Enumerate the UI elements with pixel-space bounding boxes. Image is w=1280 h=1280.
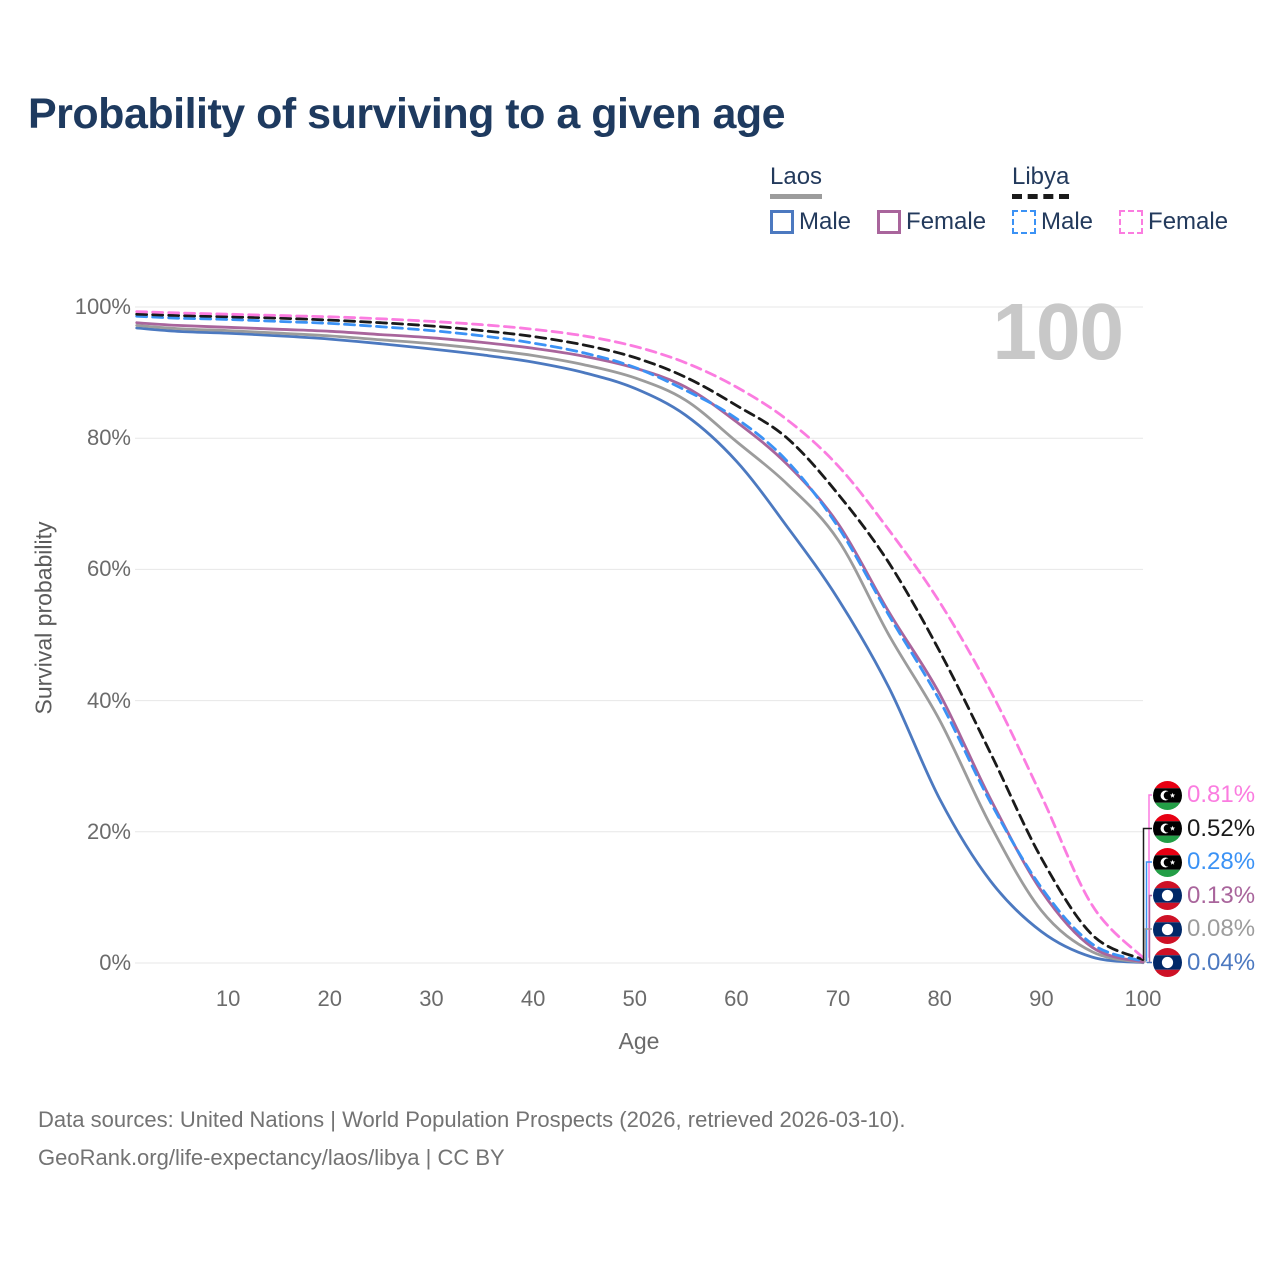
legend-items-laos: Male Female: [770, 208, 986, 236]
endpoint-value: 0.52%: [1187, 814, 1256, 842]
age-watermark: 100: [992, 287, 1124, 376]
footer-attribution: GeoRank.org/life-expectancy/laos/libya |…: [38, 1144, 505, 1170]
y-tick-label: 20%: [86, 818, 131, 844]
gridlines: [135, 306, 1143, 964]
endpoint-label-laos-0.08%[interactable]: 0.08%: [1153, 914, 1255, 944]
legend-group-label-laos[interactable]: Laos: [770, 163, 823, 199]
y-tick-label: 40%: [86, 687, 131, 713]
endpoint-connector: [1148, 894, 1152, 963]
x-tick-label: 100: [1124, 986, 1162, 1011]
legend-item-label: Male: [1041, 208, 1094, 235]
legend-item-libya-male[interactable]: Male: [1012, 208, 1093, 236]
endpoint-value: 0.81%: [1187, 781, 1256, 808]
endpoint-label-laos-0.13%[interactable]: 0.13%: [1153, 881, 1255, 911]
legend-item-laos-male[interactable]: Male: [770, 208, 851, 236]
legend-group-label-libya[interactable]: Libya: [1012, 163, 1070, 199]
legend-group-libya: Libya Male Female: [1012, 163, 1228, 236]
endpoint-value: 0.04%: [1187, 948, 1256, 976]
x-tick-label: 30: [419, 986, 444, 1011]
survival-curves: [135, 310, 1145, 965]
footer-sources: Data sources: United Nations | World Pop…: [38, 1107, 906, 1132]
laos-flag-icon: [1153, 948, 1182, 977]
libya-flag-icon: [1153, 814, 1182, 843]
x-tick-label: 20: [317, 986, 343, 1011]
x-tick-label: 80: [927, 986, 952, 1011]
curve-libya-male: [135, 314, 1145, 963]
x-tick-label: 40: [520, 986, 546, 1011]
x-tick-label: 50: [622, 986, 647, 1011]
legend-item-label: Male: [799, 208, 852, 235]
y-tick-label: 60%: [86, 556, 131, 582]
libya-flag-icon: [1153, 847, 1182, 877]
laos-flag-icon: [1153, 881, 1182, 910]
curve-libya-female: [135, 310, 1145, 960]
legend-swatch-laos-female: [877, 210, 902, 234]
laos-flag-icon: [1153, 914, 1182, 944]
x-tick-label: 90: [1029, 986, 1054, 1011]
legend-item-label: Female: [1148, 208, 1229, 235]
endpoint-connectors: [1142, 794, 1152, 964]
legend-item-label: Female: [906, 208, 987, 235]
endpoint-value: 0.13%: [1187, 881, 1256, 909]
legend-item-libya-female[interactable]: Female: [1119, 208, 1228, 236]
endpoint-label-libya-0.81%[interactable]: 0.81%: [1153, 780, 1255, 810]
libya-flag-icon: [1153, 780, 1182, 810]
y-tick-label: 80%: [86, 425, 131, 451]
legend-items-libya: Male Female: [1012, 208, 1228, 236]
x-tick-label: 70: [825, 986, 851, 1011]
endpoint-label-libya-0.28%[interactable]: 0.28%: [1153, 847, 1255, 877]
y-tick-label: 0%: [99, 950, 131, 975]
curve-laos-male: [135, 326, 1145, 965]
x-axis-title: Age: [618, 1028, 660, 1054]
endpoint-label-laos-0.04%[interactable]: 0.04%: [1153, 948, 1255, 978]
footer: Data sources: United Nations | World Pop…: [38, 1101, 905, 1177]
legend-swatch-libya-male: [1012, 210, 1036, 234]
x-tick-label: 60: [724, 986, 749, 1011]
endpoint-label-libya-0.52%[interactable]: 0.52%: [1153, 814, 1255, 844]
endpoint-value: 0.28%: [1187, 848, 1256, 875]
page-title: Probability of surviving to a given age: [28, 90, 786, 138]
endpoint-connector: [1142, 827, 1152, 960]
curve-laos: [135, 324, 1145, 964]
legend-item-laos-female[interactable]: Female: [877, 208, 986, 236]
endpoint-connector: [1144, 928, 1152, 963]
y-tick-label: 100%: [74, 294, 131, 319]
x-tick-label: 10: [215, 986, 241, 1011]
endpoint-value: 0.08%: [1187, 915, 1256, 942]
endpoint-connector: [1145, 861, 1152, 962]
curve-libya: [135, 312, 1145, 961]
legend-swatch-laos-male: [770, 210, 794, 234]
legend-group-laos: Laos Male Female: [770, 163, 986, 236]
legend-swatch-libya-female: [1119, 210, 1144, 234]
curve-laos-female: [135, 321, 1145, 964]
y-axis-title: Survival probability: [30, 521, 57, 715]
